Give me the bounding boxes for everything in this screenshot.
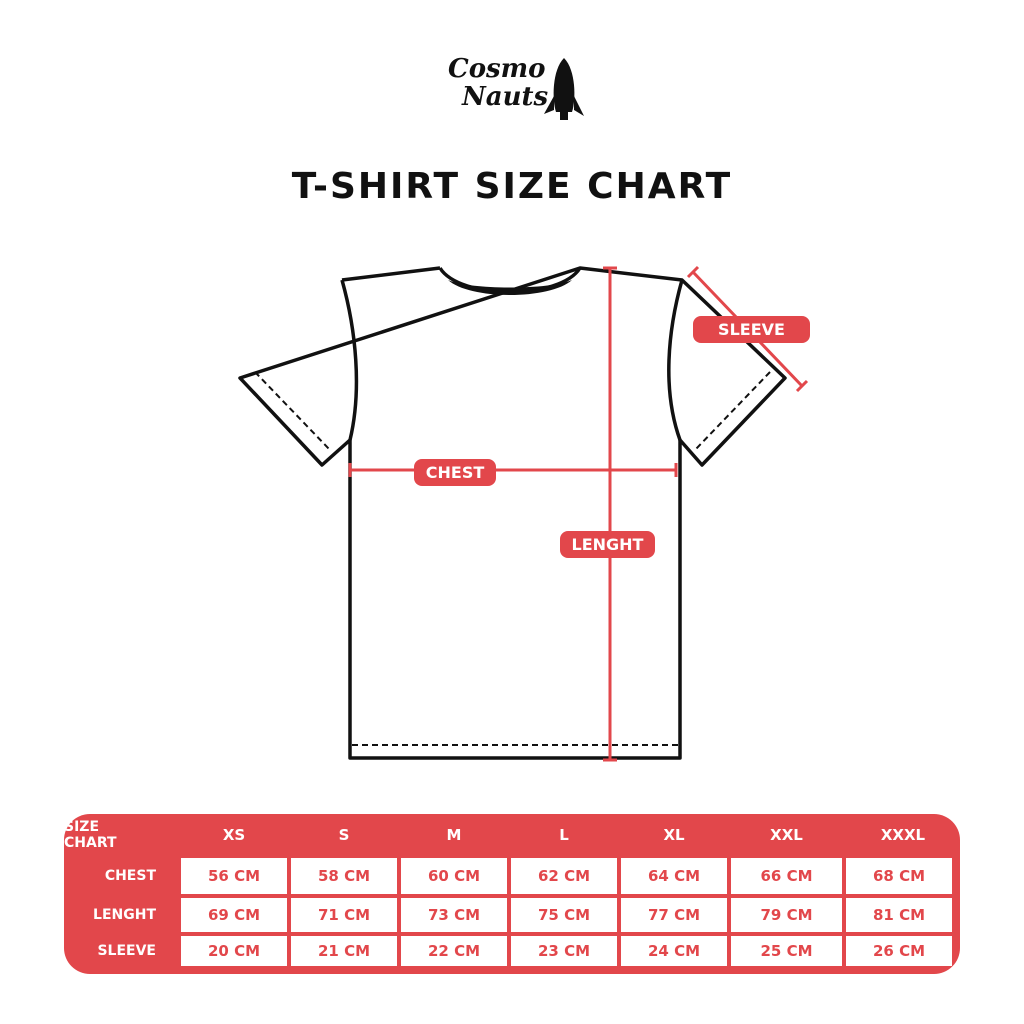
size-header-xxxl: XXXL xyxy=(880,825,926,844)
table-cell: 66 CM xyxy=(731,858,842,894)
table-cell: 20 CM xyxy=(181,936,287,966)
logo-line-1: Cosmo xyxy=(448,54,546,84)
row-label-chest: CHEST xyxy=(104,868,156,884)
size-header-xs: XS xyxy=(222,825,246,844)
table-cell: 22 CM xyxy=(401,936,507,966)
table-cell: 79 CM xyxy=(731,898,842,932)
table-cell: 21 CM xyxy=(291,936,397,966)
table-cell: 77 CM xyxy=(621,898,727,932)
tshirt-diagram xyxy=(238,265,809,762)
size-header-xl: XL xyxy=(663,825,685,844)
size-table: SIZE CHART XS S M L XL XXL XXXL CHEST 56 CM 58 CM 6… xyxy=(64,814,960,974)
table-cell: 58 CM xyxy=(291,858,397,894)
table-cell: 75 CM xyxy=(511,898,617,932)
table-corner-header: SIZE CHART xyxy=(64,818,117,851)
table-cell: 64 CM xyxy=(621,858,727,894)
table-cell: 25 CM xyxy=(731,936,842,966)
table-cell: 23 CM xyxy=(511,936,617,966)
table-cell: 69 CM xyxy=(181,898,287,932)
table-cell: 26 CM xyxy=(846,936,952,966)
sleeve-label: SLEEVE xyxy=(693,316,810,343)
table-cell: 73 CM xyxy=(401,898,507,932)
row-label-lenght: LENGHT xyxy=(93,907,156,923)
table-cell: 71 CM xyxy=(291,898,397,932)
table-cell: 68 CM xyxy=(846,858,952,894)
page-title: T-SHIRT SIZE CHART xyxy=(291,166,733,207)
size-header-s: S xyxy=(338,825,350,844)
length-label: LENGHT xyxy=(560,531,655,558)
size-header-xxl: XXL xyxy=(770,825,803,844)
table-cell: 60 CM xyxy=(401,858,507,894)
logo-line-2: Nauts xyxy=(462,82,549,112)
table-cell: 62 CM xyxy=(511,858,617,894)
table-cell: 24 CM xyxy=(621,936,727,966)
chest-label: CHEST xyxy=(414,459,496,486)
table-cell: 56 CM xyxy=(181,858,287,894)
rocket-icon xyxy=(544,58,584,120)
table-cell: 81 CM xyxy=(846,898,952,932)
size-header-m: M xyxy=(446,825,462,844)
row-label-sleeve: SLEEVE xyxy=(97,943,156,959)
size-header-l: L xyxy=(559,825,569,844)
brand-logo: Cosmo Nauts xyxy=(440,50,590,130)
